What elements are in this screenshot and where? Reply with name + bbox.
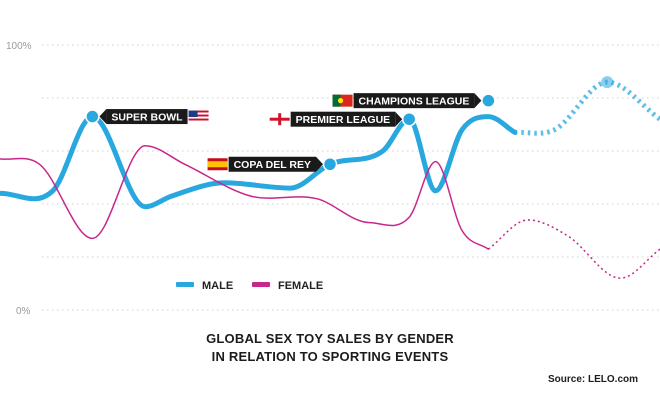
- chart-title-line: GLOBAL SEX TOY SALES BY GENDER: [206, 331, 454, 346]
- label-box: [228, 156, 316, 172]
- label-pointer: [99, 109, 107, 125]
- event-point: [481, 93, 496, 108]
- projected-peak-point: [601, 76, 614, 89]
- legend-label-male: MALE: [202, 280, 233, 292]
- portugal-flag-icon: [332, 94, 353, 107]
- event-label: SUPER BOWL: [99, 109, 209, 125]
- label-pointer: [474, 93, 482, 109]
- event-label: PREMIER LEAGUE: [269, 111, 403, 127]
- legend: MALE FEMALE: [176, 280, 323, 292]
- legend-swatch-male: [176, 282, 194, 287]
- y-axis: 100% 0%: [6, 41, 32, 317]
- y-tick-label: 100%: [6, 41, 32, 52]
- event-label-text: COPA DEL REY: [234, 159, 311, 171]
- series-projection-male: [514, 79, 660, 136]
- event-label-text: SUPER BOWL: [111, 111, 183, 123]
- event-label: COPA DEL REY: [207, 156, 323, 172]
- source-note: Source: LELO.com: [547, 374, 638, 385]
- y-tick-label: 0%: [16, 306, 31, 317]
- chart-title-line: IN RELATION TO SPORTING EVENTS: [211, 349, 449, 364]
- event-markers: [85, 76, 614, 172]
- event-label: CHAMPIONS LEAGUE: [332, 93, 482, 109]
- event-point: [85, 109, 100, 124]
- label-pointer: [316, 156, 323, 172]
- event-point: [401, 111, 417, 127]
- event-label-text: PREMIER LEAGUE: [296, 114, 391, 126]
- label-box: [353, 93, 475, 109]
- event-label-text: CHAMPIONS LEAGUE: [359, 95, 470, 107]
- series-lines: [0, 79, 660, 279]
- legend-label-female: FEMALE: [278, 280, 323, 292]
- label-pointer: [395, 111, 403, 127]
- series-projection-female: [487, 219, 660, 279]
- series-line-female: [0, 144, 490, 250]
- gridlines: [42, 44, 660, 311]
- england-flag-icon: [269, 113, 290, 126]
- chart-title: GLOBAL SEX TOY SALES BY GENDER IN RELATI…: [0, 330, 660, 366]
- legend-swatch-female: [252, 282, 270, 287]
- event-point: [322, 157, 338, 172]
- event-labels: SUPER BOWL COPA DEL REY PREMIER LEAGUE CHAM…: [99, 93, 482, 172]
- usa-flag-icon: [188, 110, 209, 123]
- label-box: [290, 111, 396, 127]
- spain-flag-icon: [207, 158, 228, 171]
- label-box: [106, 109, 188, 125]
